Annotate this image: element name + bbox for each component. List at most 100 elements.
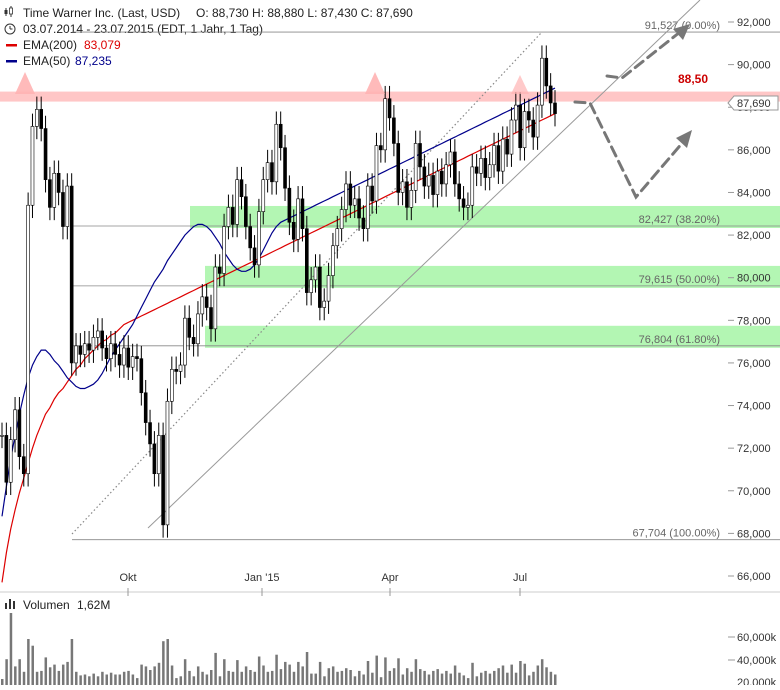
price-candle-body [383,98,387,151]
resistance-marker-2 [365,72,385,94]
price-tick-label: 74,000 [737,401,771,413]
price-candle-body [300,198,305,229]
price-candle-body [322,300,327,308]
price-candle-body [126,347,131,368]
volume-bar [423,670,426,685]
price-tick-label: 92,000 [737,17,771,29]
price-candle-body [196,313,200,345]
resistance-marker-3 [511,75,529,94]
last-price-tag: 87,690 [727,95,779,111]
volume-bar [170,665,174,685]
volume-bar [540,659,544,685]
price-candle-body [500,138,505,172]
price-candle-body [261,179,266,212]
price-tick-label: 80,000 [737,273,771,285]
price-candle-body [487,164,492,178]
price-candle-body [370,185,374,202]
volume-bar [427,674,431,685]
volume-bar [192,676,196,685]
forecast-path-pullback [573,100,686,200]
price-candle-body [226,207,231,227]
volume-bar [14,666,17,685]
date-axis: Okt Jan '15 Apr Jul [0,572,780,596]
fib-level-label-1: 82,427 (38.20%) [639,214,720,226]
price-candle-body [248,226,252,249]
volume-bar [554,674,557,685]
price-candle-body [318,266,322,308]
price-candle-body [204,296,209,308]
volume-bar [227,670,230,685]
volume-bar [249,670,252,685]
volume-bar [135,678,139,685]
price-candle-body [396,143,401,193]
price-candle-body [135,356,139,359]
instrument-title: Time Warner Inc. (Last, USD) [23,6,180,20]
volume-bar [514,672,518,685]
last-price-value: 87,690 [737,98,771,110]
volume-bar [323,676,326,685]
ema200-legend-value: 83,079 [84,38,121,52]
volume-bar [96,676,100,685]
volume-bar [22,671,26,685]
price-candle-body [74,345,78,364]
price-candle-body [291,221,296,240]
price-candle-body [474,166,479,174]
volume-bar [458,672,461,685]
price-candle-body [143,392,148,423]
price-candle-body [453,151,457,185]
volume-bar [114,674,117,685]
volume-bar [109,672,113,685]
price-candle-body [492,145,496,166]
volume-bar [536,665,540,685]
volume-bar [83,674,87,685]
volume-bar [527,675,531,685]
volume-bar [140,664,143,685]
price-candle-body [209,307,213,330]
price-candle-body [122,347,126,366]
price-candle-body [287,187,292,223]
volume-bar [371,672,374,685]
forecast-arrows [573,24,692,200]
price-candle-body [252,247,257,266]
volume-bar [1,679,4,685]
ema200-legend-swatch [6,44,17,47]
price-candle-body [82,343,87,355]
price-candle-body [278,123,283,149]
volume-tick-20k: 20,000k [737,677,777,685]
price-candle-body [457,183,462,200]
price-candle-body [100,330,104,349]
volume-bar [35,671,39,685]
price-candle-body [483,158,488,178]
price-candle-body [213,266,218,330]
price-candle-body [348,183,353,206]
volume-bar [153,666,156,685]
volume-bar [9,613,13,685]
volume-bar [449,673,452,685]
trend-channel [71,0,701,535]
volume-bar [105,674,109,685]
volume-label: Volumen [23,598,70,612]
price-candle-body [117,354,122,366]
price-candle-body [61,192,65,227]
volume-bar [266,671,270,685]
price-candle-body [379,145,383,151]
price-candle-body [95,330,100,338]
price-candle-body [435,170,440,195]
price-candle-body [87,343,91,351]
price-candle-body [309,279,313,293]
volume-bar [223,659,226,685]
volume-bar [92,673,95,685]
volume-tick-40k: 40,000k [737,655,777,667]
price-candle-body [365,185,370,229]
volume-bar [201,671,204,685]
volume-bar [318,661,322,685]
volume-bar [5,659,8,685]
price-candle-body [191,337,196,345]
price-tick-label: 76,000 [737,358,771,370]
volume-bar [327,668,331,685]
price-candle-body [91,337,96,351]
price-candle-body [339,209,344,229]
volume-bar [284,661,287,685]
volume-bar [488,673,492,685]
